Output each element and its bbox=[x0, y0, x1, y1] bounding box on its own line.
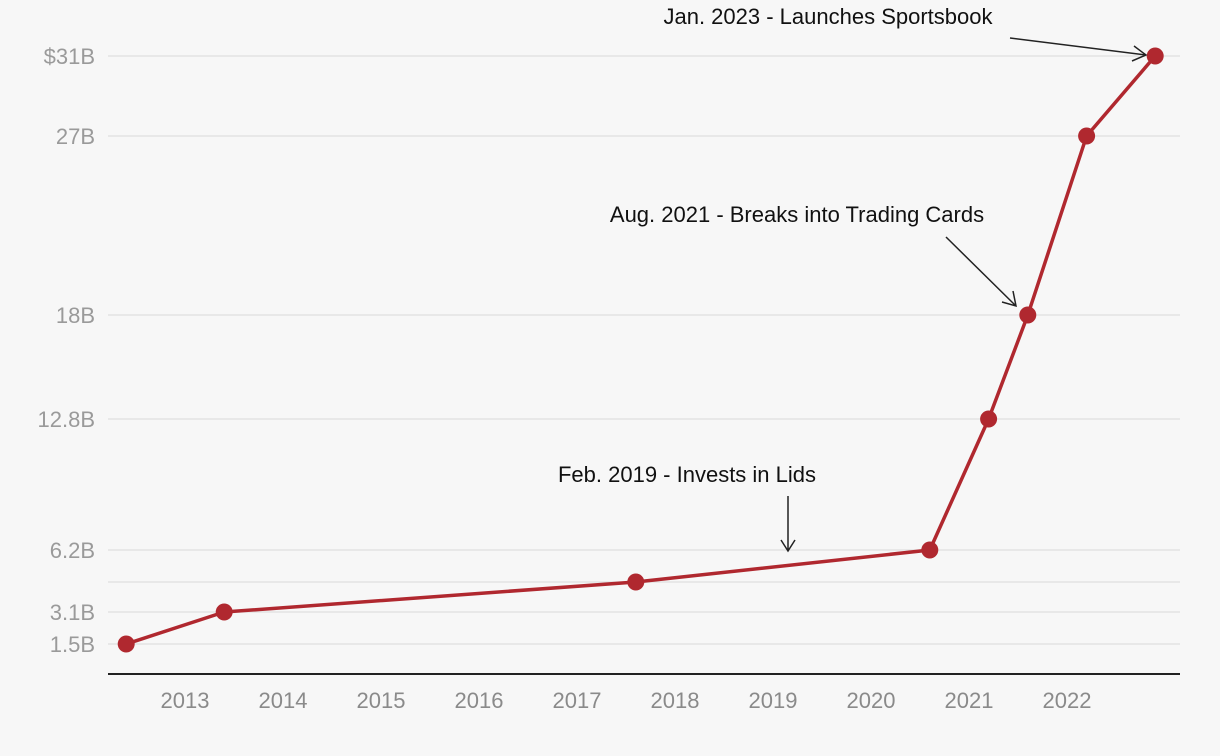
data-point bbox=[921, 541, 939, 559]
data-point bbox=[117, 635, 135, 653]
data-points bbox=[117, 47, 1164, 653]
x-tick-label: 2019 bbox=[749, 688, 798, 713]
x-tick-label: 2016 bbox=[455, 688, 504, 713]
y-tick-label: 3.1B bbox=[50, 600, 95, 625]
data-point bbox=[215, 603, 233, 621]
data-point bbox=[1078, 127, 1096, 145]
annotation-lids: Feb. 2019 - Invests in Lids bbox=[558, 462, 816, 553]
x-tick-label: 2015 bbox=[357, 688, 406, 713]
x-tick-label: 2020 bbox=[847, 688, 896, 713]
data-point bbox=[1146, 47, 1164, 65]
x-axis-tick-labels: 2013 2014 2015 2016 2017 2018 2019 2020 2021 2022 bbox=[161, 688, 1092, 713]
x-tick-label: 2013 bbox=[161, 688, 210, 713]
x-tick-label: 2014 bbox=[259, 688, 308, 713]
data-point bbox=[627, 573, 645, 591]
x-tick-label: 2021 bbox=[945, 688, 994, 713]
annotation-sportsbook: Jan. 2023 - Launches Sportsbook bbox=[663, 4, 1148, 62]
y-tick-label: 1.5B bbox=[50, 632, 95, 657]
annotation-lids-text: Feb. 2019 - Invests in Lids bbox=[558, 462, 816, 487]
annotation-trading-cards-text: Aug. 2021 - Breaks into Trading Cards bbox=[610, 202, 984, 227]
y-tick-label: 18B bbox=[56, 303, 95, 328]
annotation-sportsbook-arrow bbox=[1009, 37, 1148, 62]
series-line bbox=[125, 54, 1157, 646]
data-point bbox=[1019, 306, 1037, 324]
y-tick-label: 27B bbox=[56, 124, 95, 149]
y-axis-tick-labels: 1.5B 3.1B 6.2B 12.8B 18B 27B $31B bbox=[38, 44, 96, 657]
x-tick-label: 2022 bbox=[1043, 688, 1092, 713]
grid-lines bbox=[108, 55, 1180, 645]
x-tick-label: 2018 bbox=[651, 688, 700, 713]
y-tick-label: $31B bbox=[44, 44, 95, 69]
y-tick-label: 6.2B bbox=[50, 538, 95, 563]
y-tick-label: 12.8B bbox=[38, 407, 96, 432]
x-tick-label: 2017 bbox=[553, 688, 602, 713]
annotation-trading-cards: Aug. 2021 - Breaks into Trading Cards bbox=[610, 202, 1017, 308]
annotation-trading-cards-arrow bbox=[945, 236, 1017, 308]
annotation-sportsbook-text: Jan. 2023 - Launches Sportsbook bbox=[663, 4, 993, 29]
data-point bbox=[980, 410, 998, 428]
annotation-lids-arrow bbox=[780, 496, 796, 553]
